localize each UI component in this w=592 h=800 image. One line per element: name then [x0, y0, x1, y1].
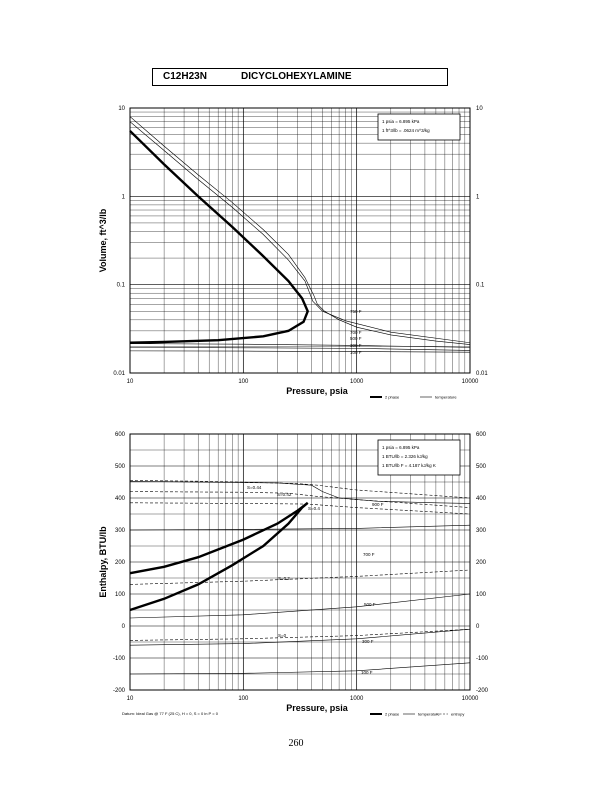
- legend-label: 2 phase: [385, 395, 400, 400]
- series-line-900-f: [129, 481, 471, 504]
- x-tick-label: 10000: [462, 379, 479, 385]
- y-tick-label-right: 0: [476, 624, 480, 630]
- x-tick-label: 1000: [350, 696, 364, 702]
- x-axis-title: Pressure, psia: [286, 386, 349, 396]
- y-tick-label-left: -100: [113, 656, 126, 662]
- conversion-note-line: 1 BTU/lb F = 4.187 kJ/kg K: [382, 463, 436, 468]
- y-tick-label-right: 600: [476, 432, 487, 438]
- curve-label: S=0.44: [247, 485, 262, 490]
- y-tick-label-left: 200: [115, 560, 126, 566]
- isotherm-label: 500 F: [350, 336, 362, 341]
- conversion-note-line: 1 psia = 6.895 kPa: [382, 119, 420, 124]
- y-tick-label-left: 1: [122, 194, 126, 200]
- series-line-750-f: [129, 116, 471, 345]
- isotherm-label: 700 F: [350, 330, 362, 335]
- y-tick-label-right: -100: [476, 656, 489, 662]
- y-tick-label-right: 300: [476, 528, 487, 534]
- y-axis-title: Volume, ft^3/lb: [98, 208, 108, 272]
- series-line-s-0-42: [129, 491, 471, 508]
- curve-label: S=0: [278, 633, 287, 638]
- series-line-s-0-4: [129, 502, 471, 515]
- y-tick-label-left: 300: [115, 528, 126, 534]
- y-tick-label-right: 200: [476, 560, 487, 566]
- x-tick-label: 1000: [350, 379, 364, 385]
- series-line-500-f: [129, 343, 471, 348]
- legend-label: temperature: [435, 395, 457, 400]
- series-line-100-f: [129, 662, 471, 675]
- y-tick-label-left: 0: [122, 624, 126, 630]
- y-tick-label-right: 1: [476, 194, 480, 200]
- y-tick-label-left: -200: [113, 688, 126, 694]
- legend-label: 2 phase: [385, 712, 400, 717]
- isotherm-label: 300 F: [350, 343, 362, 348]
- series-line-100-f: [129, 350, 471, 353]
- y-tick-label-left: 0.1: [117, 283, 126, 289]
- curve-label: 300 F: [362, 639, 374, 644]
- x-tick-label: 10: [127, 696, 134, 702]
- y-tick-label-right: 100: [476, 592, 487, 598]
- plot-frame: [129, 107, 471, 374]
- series-line-300-f: [129, 628, 471, 646]
- x-axis-title: Pressure, psia: [286, 703, 349, 713]
- series-line-2-phase: [129, 130, 310, 344]
- conversion-note-line: 1 ft^3/lb = .0624 m^3/kg: [382, 128, 430, 133]
- x-tick-label: 10000: [462, 696, 479, 702]
- curve-label: 100 F: [361, 670, 373, 675]
- y-tick-label-right: 10: [476, 106, 483, 112]
- series-line-300-f: [129, 347, 471, 351]
- y-tick-label-left: 100: [115, 592, 126, 598]
- conversion-note-line: 1 BTU/lb = 2.326 kJ/kg: [382, 454, 428, 459]
- series-line-700-f: [129, 121, 471, 344]
- y-tick-label-left: 0.01: [113, 371, 125, 377]
- series-line-500-f: [129, 593, 471, 619]
- curve-label: 500 F: [364, 602, 376, 607]
- curve-label: S=0.42: [277, 492, 292, 497]
- curve-label: 900 F: [372, 502, 384, 507]
- compound-formula: C12H23N: [163, 71, 207, 82]
- conversion-note-line: 1 psia = 6.895 kPa: [382, 445, 420, 450]
- conversion-note-box: [377, 439, 461, 476]
- plot-frame: [129, 433, 471, 691]
- curve-label: S=0.4: [308, 506, 320, 511]
- isotherm-label: 750 F: [350, 309, 362, 314]
- y-tick-label-right: 500: [476, 464, 487, 470]
- legend-label: temperature: [418, 712, 440, 717]
- series-line-s-0: [129, 628, 471, 641]
- y-tick-label-right: 0.01: [476, 371, 488, 377]
- y-tick-label-left: 400: [115, 496, 126, 502]
- y-tick-label-right: -200: [476, 688, 489, 694]
- isotherm-label: 100 F: [350, 350, 362, 355]
- x-tick-label: 10: [127, 379, 134, 385]
- y-tick-label-left: 500: [115, 464, 126, 470]
- compound-name: DICYCLOHEXYLAMINE: [241, 71, 352, 82]
- series-line-s-0-44: [129, 480, 471, 499]
- y-tick-label-left: 600: [115, 432, 126, 438]
- y-axis-title: Enthalpy, BTU/lb: [98, 526, 108, 598]
- x-tick-label: 100: [238, 696, 249, 702]
- series-line-s-0-2: [129, 569, 471, 585]
- series-line-2-phase: [129, 501, 309, 612]
- datum-note: Datum: Ideal Gas @ 77 F (25 C), H = 0, S…: [122, 711, 219, 716]
- x-tick-label: 100: [238, 379, 249, 385]
- curve-label: S=0.2: [278, 576, 290, 581]
- y-tick-label-right: 400: [476, 496, 487, 502]
- series-line-700-f: [129, 524, 471, 531]
- page-number: 260: [288, 738, 304, 749]
- conversion-note-box: [377, 113, 461, 141]
- y-tick-label-right: 0.1: [476, 283, 485, 289]
- legend-label: entropy: [451, 712, 464, 717]
- chart-header: C12H23N DICYCLOHEXYLAMINE: [152, 68, 448, 86]
- y-tick-label-left: 10: [118, 106, 125, 112]
- curve-label: 700 F: [363, 552, 375, 557]
